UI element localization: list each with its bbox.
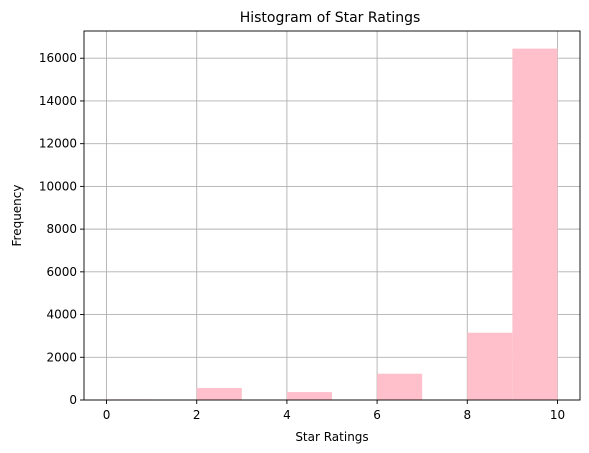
y-tick-label-0: 0 bbox=[69, 393, 77, 407]
y-tick-label-5: 10000 bbox=[39, 179, 77, 193]
y-tick-label-3: 6000 bbox=[46, 265, 77, 279]
x-tick-label-5: 10 bbox=[550, 408, 565, 422]
bar-4-5 bbox=[286, 392, 332, 400]
x-tick-label-4: 8 bbox=[463, 408, 471, 422]
bar-6-7 bbox=[377, 373, 423, 400]
plot-frame bbox=[83, 30, 581, 401]
bar-9-10 bbox=[512, 48, 558, 401]
bar-2-3 bbox=[196, 388, 242, 400]
bar-8-9 bbox=[467, 332, 513, 400]
y-tick-label-4: 8000 bbox=[46, 222, 77, 236]
x-tick-label-2: 4 bbox=[283, 408, 291, 422]
y-axis-ticks: 0 2000 4000 6000 8000 10000 12000 14000 16000 bbox=[39, 51, 84, 407]
x-tick-label-3: 6 bbox=[373, 408, 381, 422]
y-tick-label-7: 14000 bbox=[39, 94, 77, 108]
y-axis-label: Frequency bbox=[10, 185, 24, 247]
y-tick-label-8: 16000 bbox=[39, 51, 77, 65]
chart-title: Histogram of Star Ratings bbox=[240, 10, 421, 26]
x-axis-label: Star Ratings bbox=[295, 430, 368, 444]
bars bbox=[106, 48, 558, 401]
x-tick-label-0: 0 bbox=[103, 408, 111, 422]
y-tick-label-6: 12000 bbox=[39, 137, 77, 151]
y-tick-label-2: 4000 bbox=[46, 308, 77, 322]
x-tick-label-1: 2 bbox=[193, 408, 201, 422]
x-axis-ticks: 0 2 4 6 8 10 bbox=[103, 400, 565, 422]
y-tick-label-1: 2000 bbox=[46, 350, 77, 364]
